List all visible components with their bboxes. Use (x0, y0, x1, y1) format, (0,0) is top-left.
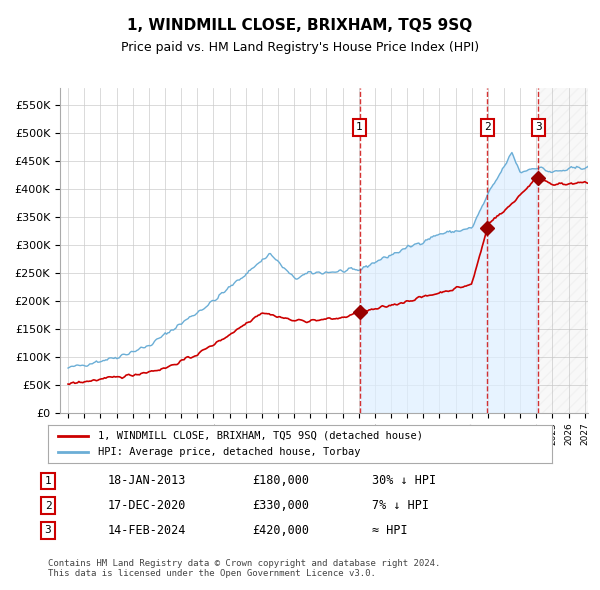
Text: 1, WINDMILL CLOSE, BRIXHAM, TQ5 9SQ: 1, WINDMILL CLOSE, BRIXHAM, TQ5 9SQ (127, 18, 473, 32)
Text: 18-JAN-2013: 18-JAN-2013 (108, 474, 187, 487)
Text: Price paid vs. HM Land Registry's House Price Index (HPI): Price paid vs. HM Land Registry's House … (121, 41, 479, 54)
Text: 2: 2 (484, 123, 491, 132)
Text: 17-DEC-2020: 17-DEC-2020 (108, 499, 187, 512)
Text: HPI: Average price, detached house, Torbay: HPI: Average price, detached house, Torb… (98, 447, 361, 457)
Text: £330,000: £330,000 (252, 499, 309, 512)
Text: £180,000: £180,000 (252, 474, 309, 487)
Bar (538, 88, 593, 413)
Text: 3: 3 (44, 526, 52, 535)
Text: 1: 1 (356, 123, 363, 132)
Text: 1, WINDMILL CLOSE, BRIXHAM, TQ5 9SQ (detached house): 1, WINDMILL CLOSE, BRIXHAM, TQ5 9SQ (det… (98, 431, 424, 441)
Text: 14-FEB-2024: 14-FEB-2024 (108, 524, 187, 537)
Text: £420,000: £420,000 (252, 524, 309, 537)
Text: ≈ HPI: ≈ HPI (372, 524, 407, 537)
Text: 3: 3 (535, 123, 542, 132)
Text: Contains HM Land Registry data © Crown copyright and database right 2024.
This d: Contains HM Land Registry data © Crown c… (48, 559, 440, 578)
Text: 7% ↓ HPI: 7% ↓ HPI (372, 499, 429, 512)
Text: 1: 1 (44, 476, 52, 486)
Text: 2: 2 (44, 501, 52, 510)
Text: 30% ↓ HPI: 30% ↓ HPI (372, 474, 436, 487)
